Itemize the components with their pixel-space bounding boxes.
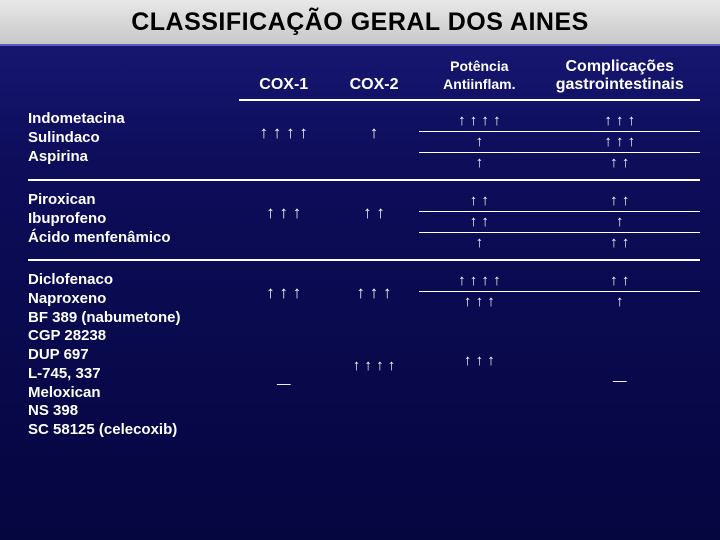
drug-label: Aspirina [28,148,239,167]
group2-cox1: ↑ ↑ ↑ [239,180,329,260]
drug-label: Diclofenaco [28,271,239,290]
drug-label: Sulindaco [28,129,239,148]
group2-row: Piroxican Ibuprofeno Ácido menfenâmico ↑… [28,180,700,260]
group1-cox1: ↑ ↑ ↑ ↑ [239,100,329,180]
header-pot-l1: Potência [450,58,508,74]
group1-row: Indometacina Sulindaco Aspirina ↑ ↑ ↑ ↑ … [28,100,700,180]
arrow-value: ↑ ↑ [540,191,701,212]
group2-comp: ↑ ↑ ↑ ↑ ↑ [540,180,701,260]
drug-label: NS 398 [28,402,239,421]
drug-label: Ibuprofeno [28,210,239,229]
arrow-value: ↑ ↑ ↑ [329,271,419,303]
aines-table: COX-1 COX-2 Potência Antiinflam. Complic… [28,54,700,446]
header-potencia: Potência Antiinflam. [419,54,539,100]
arrow-value: ↑ [419,132,539,153]
arrow-value: ↑ [329,111,419,143]
header-comp-l2: gastrointestinais [556,76,684,93]
group3-pot: ↑ ↑ ↑ ↑ ↑ ↑ ↑ ↑ ↑ ↑ [419,260,539,446]
arrow-value: ↑ ↑ ↑ [419,292,539,312]
drug-label: Naproxeno [28,290,239,309]
arrow-value: ↑ ↑ ↑ [419,352,539,369]
drug-label: Meloxican [28,384,239,403]
header-comp-l1: Complicações [566,58,674,75]
header-cox2: COX-2 [329,54,419,100]
arrow-value: ↑ ↑ ↑ ↑ [419,271,539,292]
group2-pot: ↑ ↑ ↑ ↑ ↑ [419,180,539,260]
group3-cox2: ↑ ↑ ↑ ↑ ↑ ↑ ↑ [329,260,419,446]
drug-label: Indometacina [28,110,239,129]
group1-pot: ↑ ↑ ↑ ↑ ↑ ↑ [419,100,539,180]
arrow-value: ↑ ↑ [419,212,539,233]
arrow-value: ↑ ↑ [329,191,419,223]
arrow-value: ↑ [419,153,539,173]
group2-drugs: Piroxican Ibuprofeno Ácido menfenâmico [28,180,239,260]
drug-label: DUP 697 [28,346,239,365]
arrow-value: ↑ ↑ ↑ [540,111,701,132]
group3-comp: ↑ ↑ ↑ _ [540,260,701,446]
arrow-value: ↑ ↑ [540,271,701,292]
arrow-value: ↑ [540,292,701,312]
dash-value: _ [239,363,329,387]
arrow-value: ↑ ↑ ↑ [239,191,329,223]
arrow-value: ↑ ↑ ↑ ↑ [419,111,539,132]
header-empty [28,54,239,100]
arrow-value: ↑ ↑ [540,233,701,253]
group1-comp: ↑ ↑ ↑ ↑ ↑ ↑ ↑ ↑ [540,100,701,180]
group2-cox2: ↑ ↑ [329,180,419,260]
drug-label: CGP 28238 [28,327,239,346]
header-row: COX-1 COX-2 Potência Antiinflam. Complic… [28,54,700,100]
arrow-value: ↑ [540,212,701,233]
dash-value: _ [540,360,701,384]
drug-label: BF 389 (nabumetone) [28,309,239,328]
drug-label: SC 58125 (celecoxib) [28,421,239,440]
group1-drugs: Indometacina Sulindaco Aspirina [28,100,239,180]
arrow-value: ↑ ↑ ↑ [540,132,701,153]
arrow-value: ↑ ↑ ↑ ↑ [239,111,329,143]
arrow-value: ↑ ↑ ↑ [239,271,329,303]
arrow-value: ↑ ↑ [540,153,701,173]
arrow-value: ↑ ↑ [419,191,539,212]
group3-row: Diclofenaco Naproxeno BF 389 (nabumetone… [28,260,700,446]
group1-cox2: ↑ [329,100,419,180]
table-container: COX-1 COX-2 Potência Antiinflam. Complic… [0,46,720,456]
group3-cox1: ↑ ↑ ↑ _ [239,260,329,446]
drug-label: Piroxican [28,191,239,210]
header-complicacoes: Complicações gastrointestinais [540,54,701,100]
arrow-value: ↑ [419,233,539,253]
drug-label: Ácido menfenâmico [28,229,239,248]
page-title: CLASSIFICAÇÃO GERAL DOS AINES [131,8,589,37]
group3-drugs: Diclofenaco Naproxeno BF 389 (nabumetone… [28,260,239,446]
header-cox1: COX-1 [239,54,329,100]
header-pot-l2: Antiinflam. [443,76,515,92]
drug-label: L-745, 337 [28,365,239,384]
title-bar: CLASSIFICAÇÃO GERAL DOS AINES [0,0,720,46]
arrow-value: ↑ ↑ ↑ ↑ [329,357,419,374]
